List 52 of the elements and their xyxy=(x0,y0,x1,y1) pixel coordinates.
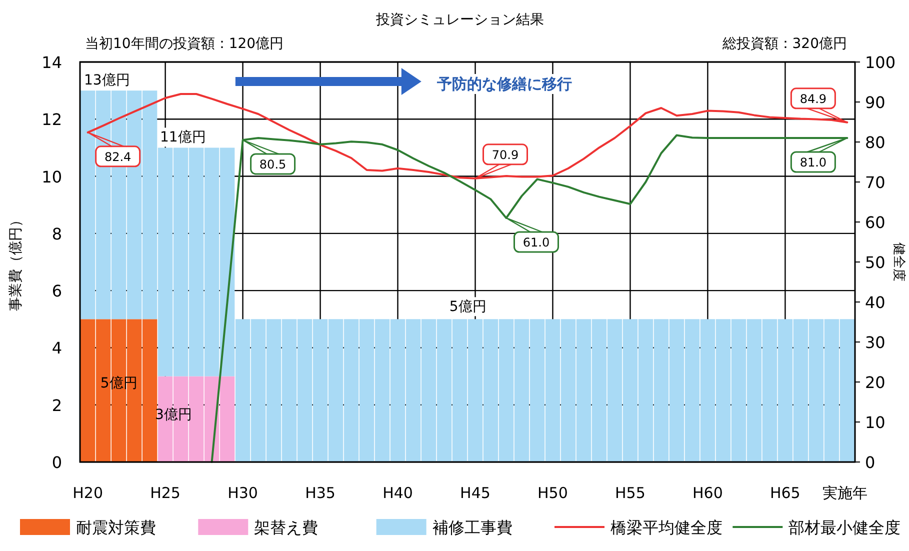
y-tick-label: 4 xyxy=(52,338,62,358)
y-tick-label: 12 xyxy=(42,110,62,130)
x-tick-label: H65 xyxy=(770,484,800,502)
x-tick-label: H40 xyxy=(382,484,413,502)
x-tick-label: H60 xyxy=(692,484,723,502)
y2-tick-label: 30 xyxy=(865,333,886,352)
legend-label: 補修工事費 xyxy=(432,518,512,537)
y2-tick-label: 80 xyxy=(865,133,886,152)
legend-label: 部材最小健全度 xyxy=(788,518,901,537)
y-axis-title: 事業費（億円） xyxy=(8,213,24,311)
y2-tick-label: 40 xyxy=(865,293,886,312)
y2-axis-title: 健全度 xyxy=(891,242,907,282)
x-tick-label: H50 xyxy=(538,484,568,502)
y2-tick-label: 0 xyxy=(865,453,876,472)
y2-tick-label: 90 xyxy=(865,93,886,112)
data-label: 80.5 xyxy=(259,158,286,172)
y-tick-label: 14 xyxy=(42,53,62,72)
chart-title: 投資シミュレーション結果 xyxy=(375,12,544,28)
legend-label: 耐震対策費 xyxy=(76,518,156,537)
y2-tick-label: 50 xyxy=(865,253,886,272)
legend-label: 架替え費 xyxy=(254,518,318,537)
x-tick-label: H45 xyxy=(460,484,490,502)
x-tick-label: H35 xyxy=(305,484,336,502)
x-tick-label: H30 xyxy=(228,484,258,502)
y-tick-label: 2 xyxy=(52,396,62,415)
x-tick-label: H55 xyxy=(615,484,646,502)
x-tick-label: H25 xyxy=(150,484,180,502)
data-label: 81.0 xyxy=(800,156,827,170)
text: 総投資額：320億円 xyxy=(721,36,847,52)
annotation: 11億円 xyxy=(160,130,206,146)
annotation: 13億円 xyxy=(84,72,130,89)
x-axis-title: 実施年 xyxy=(822,484,868,502)
annotation: 予防的な修繕に移行 xyxy=(436,75,572,93)
data-label: 61.0 xyxy=(522,236,550,250)
data-label: 84.9 xyxy=(800,92,827,106)
y2-tick-label: 60 xyxy=(865,213,886,232)
y2-tick-label: 20 xyxy=(865,373,886,392)
text: 当初10年間の投資額：120億円 xyxy=(85,36,284,52)
y2-tick-label: 10 xyxy=(865,413,886,432)
data-label: 70.9 xyxy=(492,148,519,162)
y2-tick-label: 70 xyxy=(865,173,886,192)
y-tick-label: 8 xyxy=(52,224,62,244)
line-series xyxy=(210,134,848,463)
y2-tick-label: 100 xyxy=(865,53,896,72)
y-tick-label: 0 xyxy=(52,453,62,472)
y-tick-label: 10 xyxy=(42,167,62,186)
data-label: 82.4 xyxy=(104,150,132,164)
legend-label: 橋梁平均健全度 xyxy=(610,518,722,537)
annotation: 5億円 xyxy=(449,299,486,316)
x-tick-label: H20 xyxy=(72,484,104,502)
y-tick-label: 6 xyxy=(52,282,62,301)
line-series xyxy=(86,93,848,180)
